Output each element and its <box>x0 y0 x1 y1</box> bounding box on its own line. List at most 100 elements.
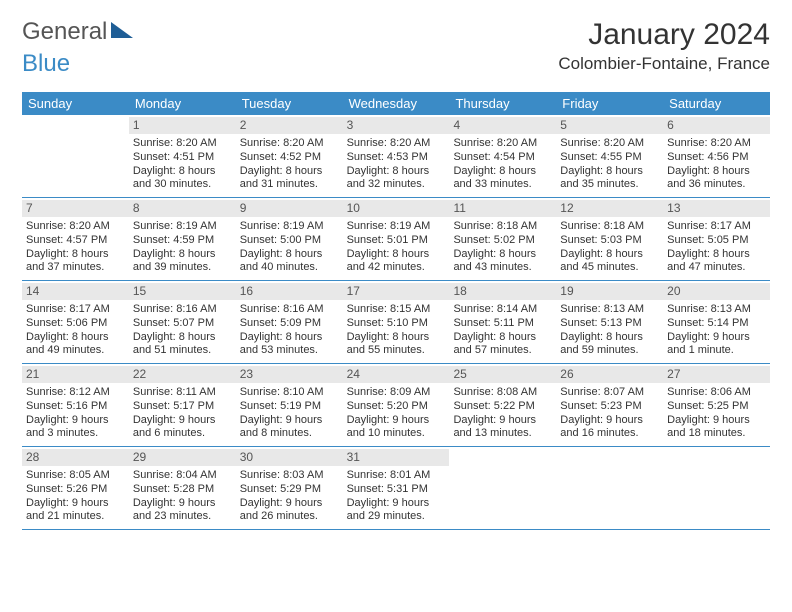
day-cell: 30Sunrise: 8:03 AMSunset: 5:29 PMDayligh… <box>236 447 343 529</box>
day-number: 19 <box>556 283 663 300</box>
sunrise-line: Sunrise: 8:17 AM <box>667 220 766 234</box>
day-number: 3 <box>343 117 450 134</box>
weekday-header: Friday <box>556 92 663 115</box>
sunset-line: Sunset: 5:07 PM <box>133 317 232 331</box>
day-cell: 23Sunrise: 8:10 AMSunset: 5:19 PMDayligh… <box>236 364 343 446</box>
sunrise-line: Sunrise: 8:20 AM <box>133 137 232 151</box>
day-cell: 5Sunrise: 8:20 AMSunset: 4:55 PMDaylight… <box>556 115 663 197</box>
week-row: 21Sunrise: 8:12 AMSunset: 5:16 PMDayligh… <box>22 364 770 447</box>
day-cell: 16Sunrise: 8:16 AMSunset: 5:09 PMDayligh… <box>236 281 343 363</box>
sunset-line: Sunset: 5:09 PM <box>240 317 339 331</box>
day-cell: 14Sunrise: 8:17 AMSunset: 5:06 PMDayligh… <box>22 281 129 363</box>
sunset-line: Sunset: 5:14 PM <box>667 317 766 331</box>
sunset-line: Sunset: 4:56 PM <box>667 151 766 165</box>
day-number: 9 <box>236 200 343 217</box>
day-number: 12 <box>556 200 663 217</box>
day-cell <box>663 447 770 529</box>
sunset-line: Sunset: 5:05 PM <box>667 234 766 248</box>
daylight-line: Daylight: 8 hours and 55 minutes. <box>347 331 446 359</box>
sunrise-line: Sunrise: 8:10 AM <box>240 386 339 400</box>
daylight-line: Daylight: 8 hours and 53 minutes. <box>240 331 339 359</box>
daylight-line: Daylight: 8 hours and 36 minutes. <box>667 165 766 193</box>
calendar-page: General January 2024 Colombier-Fontaine,… <box>0 0 792 540</box>
sunrise-line: Sunrise: 8:20 AM <box>453 137 552 151</box>
day-number: 10 <box>343 200 450 217</box>
month-title: January 2024 <box>558 18 770 52</box>
day-number: 14 <box>22 283 129 300</box>
sunset-line: Sunset: 4:52 PM <box>240 151 339 165</box>
sunset-line: Sunset: 5:02 PM <box>453 234 552 248</box>
sunrise-line: Sunrise: 8:05 AM <box>26 469 125 483</box>
day-number: 30 <box>236 449 343 466</box>
day-cell: 2Sunrise: 8:20 AMSunset: 4:52 PMDaylight… <box>236 115 343 197</box>
sunset-line: Sunset: 5:00 PM <box>240 234 339 248</box>
sunrise-line: Sunrise: 8:08 AM <box>453 386 552 400</box>
sunset-line: Sunset: 4:54 PM <box>453 151 552 165</box>
sunset-line: Sunset: 4:51 PM <box>133 151 232 165</box>
day-number: 22 <box>129 366 236 383</box>
daylight-line: Daylight: 9 hours and 10 minutes. <box>347 414 446 442</box>
day-cell: 18Sunrise: 8:14 AMSunset: 5:11 PMDayligh… <box>449 281 556 363</box>
weekday-header: Monday <box>129 92 236 115</box>
week-row: 14Sunrise: 8:17 AMSunset: 5:06 PMDayligh… <box>22 281 770 364</box>
day-number: 31 <box>343 449 450 466</box>
daylight-line: Daylight: 8 hours and 37 minutes. <box>26 248 125 276</box>
day-number: 11 <box>449 200 556 217</box>
daylight-line: Daylight: 8 hours and 57 minutes. <box>453 331 552 359</box>
sunrise-line: Sunrise: 8:19 AM <box>347 220 446 234</box>
sunset-line: Sunset: 4:59 PM <box>133 234 232 248</box>
daylight-line: Daylight: 8 hours and 49 minutes. <box>26 331 125 359</box>
day-cell: 10Sunrise: 8:19 AMSunset: 5:01 PMDayligh… <box>343 198 450 280</box>
day-cell: 9Sunrise: 8:19 AMSunset: 5:00 PMDaylight… <box>236 198 343 280</box>
day-number: 26 <box>556 366 663 383</box>
sunrise-line: Sunrise: 8:18 AM <box>453 220 552 234</box>
calendar-grid: SundayMondayTuesdayWednesdayThursdayFrid… <box>22 92 770 530</box>
day-number: 20 <box>663 283 770 300</box>
day-cell: 25Sunrise: 8:08 AMSunset: 5:22 PMDayligh… <box>449 364 556 446</box>
sunset-line: Sunset: 5:20 PM <box>347 400 446 414</box>
daylight-line: Daylight: 8 hours and 47 minutes. <box>667 248 766 276</box>
day-cell: 26Sunrise: 8:07 AMSunset: 5:23 PMDayligh… <box>556 364 663 446</box>
daylight-line: Daylight: 9 hours and 16 minutes. <box>560 414 659 442</box>
day-number: 13 <box>663 200 770 217</box>
day-cell: 31Sunrise: 8:01 AMSunset: 5:31 PMDayligh… <box>343 447 450 529</box>
sunrise-line: Sunrise: 8:16 AM <box>133 303 232 317</box>
logo-triangle-icon <box>111 22 133 38</box>
day-cell: 13 Sunrise: 8:17 AMSunset: 5:05 PMDayligh… <box>663 198 770 280</box>
daylight-line: Daylight: 8 hours and 45 minutes. <box>560 248 659 276</box>
sunset-line: Sunset: 5:23 PM <box>560 400 659 414</box>
sunset-line: Sunset: 5:10 PM <box>347 317 446 331</box>
day-number: 2 <box>236 117 343 134</box>
day-number: 23 <box>236 366 343 383</box>
day-cell: 28Sunrise: 8:05 AMSunset: 5:26 PMDayligh… <box>22 447 129 529</box>
sunrise-line: Sunrise: 8:20 AM <box>667 137 766 151</box>
day-number: 6 <box>663 117 770 134</box>
sunset-line: Sunset: 5:22 PM <box>453 400 552 414</box>
day-number: 5 <box>556 117 663 134</box>
weekday-header-row: SundayMondayTuesdayWednesdayThursdayFrid… <box>22 92 770 115</box>
weekday-header: Sunday <box>22 92 129 115</box>
day-cell <box>449 447 556 529</box>
sunset-line: Sunset: 5:29 PM <box>240 483 339 497</box>
day-cell: 29Sunrise: 8:04 AMSunset: 5:28 PMDayligh… <box>129 447 236 529</box>
day-number: 17 <box>343 283 450 300</box>
day-number: 24 <box>343 366 450 383</box>
day-cell: 7Sunrise: 8:20 AMSunset: 4:57 PMDaylight… <box>22 198 129 280</box>
day-cell: 8Sunrise: 8:19 AMSunset: 4:59 PMDaylight… <box>129 198 236 280</box>
sunrise-line: Sunrise: 8:13 AM <box>560 303 659 317</box>
day-number: 15 <box>129 283 236 300</box>
daylight-line: Daylight: 9 hours and 29 minutes. <box>347 497 446 525</box>
day-number: 21 <box>22 366 129 383</box>
weekday-header: Wednesday <box>343 92 450 115</box>
day-cell: 24Sunrise: 8:09 AMSunset: 5:20 PMDayligh… <box>343 364 450 446</box>
sunset-line: Sunset: 5:31 PM <box>347 483 446 497</box>
sunset-line: Sunset: 5:11 PM <box>453 317 552 331</box>
day-cell <box>22 115 129 197</box>
sunset-line: Sunset: 5:26 PM <box>26 483 125 497</box>
day-cell: 21Sunrise: 8:12 AMSunset: 5:16 PMDayligh… <box>22 364 129 446</box>
sunset-line: Sunset: 5:03 PM <box>560 234 659 248</box>
daylight-line: Daylight: 8 hours and 31 minutes. <box>240 165 339 193</box>
daylight-line: Daylight: 8 hours and 39 minutes. <box>133 248 232 276</box>
day-cell: 4Sunrise: 8:20 AMSunset: 4:54 PMDaylight… <box>449 115 556 197</box>
logo: General <box>22 18 133 46</box>
